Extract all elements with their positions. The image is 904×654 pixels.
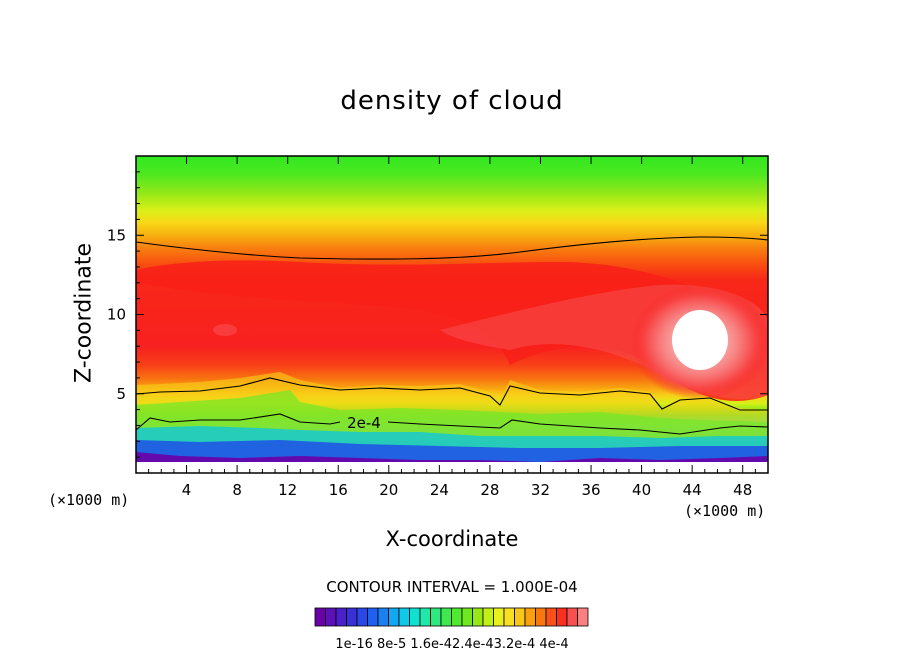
contour-interval-label: CONTOUR INTERVAL = 1.000E-04	[326, 578, 578, 596]
density-field	[136, 156, 768, 473]
x-tick-label: 4	[182, 481, 192, 499]
contour-line-2e-4	[135, 413, 769, 435]
colorbar-swatch	[398, 607, 410, 627]
contour-line-lower-1	[135, 377, 768, 411]
x-tick-label: 24	[430, 481, 449, 499]
y-tick-label: 15	[107, 226, 126, 244]
x-tick-label: 44	[683, 481, 702, 499]
x-tick-label: 16	[329, 481, 348, 499]
colorbar-swatch	[556, 607, 568, 627]
x-tick-label: 40	[632, 481, 651, 499]
colorbar-swatch	[409, 607, 421, 627]
colorbar-swatch	[514, 607, 526, 627]
chart-title: density of cloud	[340, 86, 564, 116]
colorbar-swatch	[346, 607, 358, 627]
colorbar-swatch	[388, 607, 400, 627]
colorbar-tick-labels: 1e-16 8e-5 1.6e-42.4e-43.2e-4 4e-4	[335, 637, 568, 652]
colorbar-swatch	[461, 607, 473, 627]
colorbar-swatch	[535, 607, 547, 627]
x-axis-label-text: X-coordinate	[385, 527, 519, 551]
contour-label: 2e-4	[347, 414, 381, 432]
colorbar-swatch	[335, 607, 347, 627]
colorbar-swatch	[314, 607, 326, 627]
colorbar-swatch	[419, 607, 431, 627]
x-tick-label: 32	[531, 481, 550, 499]
x-tick-label: 12	[278, 481, 297, 499]
colorbar-swatch	[482, 607, 494, 627]
colorbar-swatch	[430, 607, 442, 627]
y-tick-label: 10	[107, 306, 126, 324]
y-axis-ticks: 5 10 15	[107, 171, 768, 458]
colorbar-swatch	[356, 607, 368, 627]
maximum-core	[672, 310, 728, 370]
y-axis-label: Z-coordinate	[71, 243, 97, 383]
colorbar: 1e-16 8e-5 1.6e-42.4e-43.2e-4 4e-4	[314, 607, 589, 652]
colorbar-swatch	[524, 607, 536, 627]
colorbar-swatch	[377, 607, 389, 627]
colorbar-swatch	[367, 607, 379, 627]
colorbar-swatch	[503, 607, 515, 627]
colorbar-swatch	[440, 607, 452, 627]
x-tick-label: 28	[480, 481, 499, 499]
x-tick-label: 48	[733, 481, 752, 499]
colorbar-swatch	[325, 607, 337, 627]
x-tick-label: 36	[581, 481, 600, 499]
colorbar-swatch	[472, 607, 484, 627]
y-tick-label: 5	[116, 385, 126, 403]
colorbar-swatch	[451, 607, 463, 627]
contour-line-upper	[135, 236, 769, 260]
colorbar-swatch	[493, 607, 505, 627]
x-axis-unit-left: (×1000 m)	[48, 491, 130, 509]
x-tick-label: 20	[379, 481, 398, 499]
below-cloud-base	[136, 462, 768, 473]
colorbar-swatch	[545, 607, 557, 627]
colorbar-swatch	[577, 607, 589, 627]
colorbar-swatch	[566, 607, 578, 627]
x-axis-label: X-coordinate	[0, 527, 904, 551]
contour-lines	[135, 236, 769, 435]
x-axis-unit-right: (×1000 m)	[684, 502, 766, 520]
x-tick-label: 8	[232, 481, 242, 499]
